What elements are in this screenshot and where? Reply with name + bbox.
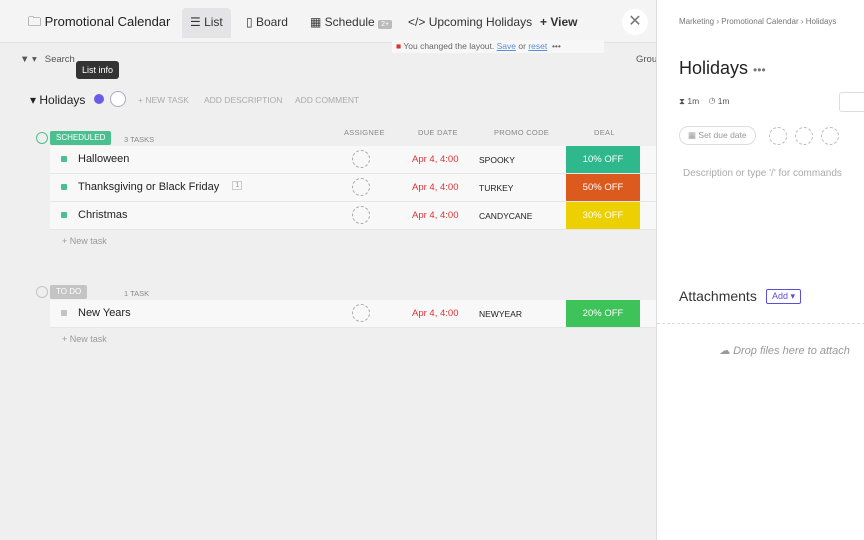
promo-code[interactable]: SPOOKY [479, 155, 515, 165]
crumb[interactable]: Holidays [805, 17, 837, 26]
task-count: 3 TASKS [124, 135, 155, 144]
tab[interactable]: ☰ List [182, 8, 231, 38]
view-label: View [550, 15, 578, 29]
title: Promotional Calendar [44, 14, 171, 29]
assignee[interactable] [821, 127, 839, 145]
task-row[interactable]: Thanksgiving or Black Friday 1 Apr 4, 4:00… [50, 174, 656, 202]
task-name[interactable]: Thanksgiving or Black Friday [78, 181, 220, 193]
task-panel: Marketing › Promotional Calendar › Holid… [656, 0, 864, 540]
times: ⧗ 1m ◷ 1m [679, 96, 730, 106]
new-task[interactable]: + New task [62, 334, 107, 344]
task-row[interactable]: Christmas Apr 4, 4:00 CANDYCANE 30% OFF [50, 202, 656, 230]
close-button[interactable]: ✕ [622, 9, 648, 35]
promo-code[interactable]: NEWYEAR [479, 309, 522, 319]
status: TO DO [50, 285, 88, 299]
status-dot [61, 212, 67, 218]
deal[interactable]: 50% OFF [566, 174, 640, 201]
assignee[interactable] [352, 178, 370, 196]
time-estimate: 1m [687, 96, 700, 106]
panel-title: Holidays ••• [679, 58, 766, 78]
subtask-badge: 1 [232, 181, 243, 190]
assignee[interactable] [352, 304, 370, 322]
task-name[interactable]: Christmas [78, 209, 128, 221]
deal[interactable]: 30% OFF [566, 202, 640, 229]
add-button[interactable]: Add ▾ [766, 289, 802, 304]
status-dot [61, 184, 67, 190]
attachments-title: Attachments [679, 288, 757, 304]
group-toggle[interactable] [36, 132, 48, 144]
add-view[interactable]: + View [540, 15, 578, 29]
list-action[interactable]: ADD COMMENT [295, 95, 360, 105]
task-row[interactable]: New Years Apr 4, 4:00 NEWYEAR 20% OFF [50, 300, 656, 328]
priority[interactable] [769, 127, 787, 145]
column-header: DEAL [594, 128, 615, 137]
deal[interactable]: 20% OFF [566, 300, 640, 327]
list-title: 🗀 Promotional Calendar [28, 14, 171, 29]
tab-label: Upcoming Holidays [428, 15, 533, 29]
title: Holidays [679, 58, 749, 78]
info-icon[interactable] [94, 94, 104, 104]
list-name: Holidays [39, 93, 86, 107]
tab[interactable]: </> Upcoming Holidays [408, 15, 533, 29]
reset-link[interactable]: reset [528, 41, 548, 51]
top-bar: 🗀 Promotional Calendar ☰ List ▯ Board ▦ … [0, 0, 656, 43]
status-dot [61, 156, 67, 162]
new-task[interactable]: + New task [62, 236, 107, 246]
crumb[interactable]: Promotional Calendar [721, 17, 799, 26]
add-label: Add [772, 291, 789, 301]
tab[interactable]: ▯ Board [246, 15, 288, 29]
notice-or: or [518, 41, 526, 51]
tab-label: Schedule [324, 15, 375, 29]
status-dot [61, 310, 67, 316]
promo-code[interactable]: CANDYCANE [479, 211, 533, 221]
deal[interactable]: 10% OFF [566, 146, 640, 173]
due-date[interactable]: ▦ Set due date [679, 126, 756, 145]
share-button[interactable] [839, 92, 864, 112]
time-tracked: 1m [717, 96, 730, 106]
assignee[interactable] [352, 206, 370, 224]
list-header: ▾ Holidays [30, 93, 86, 107]
badge: 2+ [378, 20, 393, 29]
task-count: 1 TASK [124, 289, 150, 298]
share-icon[interactable] [110, 91, 126, 107]
layout-notice: ■ You changed the layout. Save or reset … [392, 40, 604, 53]
due-date[interactable]: Apr 4, 4:00 [412, 154, 459, 165]
column-header: DUE DATE [418, 128, 458, 137]
tab-label: List [204, 15, 223, 29]
filter[interactable]: ▼ ▾ Search [20, 54, 75, 65]
breadcrumb: Marketing › Promotional Calendar › Holid… [679, 17, 837, 26]
tooltip: List info [76, 61, 120, 79]
tab[interactable]: ▦ Schedule 2+ [302, 8, 400, 38]
search[interactable]: Search [44, 54, 75, 65]
column-header: PROMO CODE [494, 128, 550, 137]
description[interactable]: Description or type '/' for commands [683, 168, 842, 179]
promo-code[interactable]: TURKEY [479, 183, 514, 193]
list-action[interactable]: ADD DESCRIPTION [204, 95, 283, 105]
group-by[interactable]: Grou [636, 54, 656, 65]
list-action[interactable]: + NEW TASK [138, 95, 189, 105]
task-row[interactable]: Halloween Apr 4, 4:00 SPOOKY 10% OFF [50, 146, 656, 174]
group-toggle[interactable] [36, 286, 48, 298]
save-link[interactable]: Save [496, 41, 517, 51]
assignee[interactable] [352, 150, 370, 168]
list-view: 🗀 Promotional Calendar ☰ List ▯ Board ▦ … [0, 0, 656, 344]
due-date[interactable]: Apr 4, 4:00 [412, 182, 459, 193]
drop-text: Drop files here to attach [733, 345, 850, 357]
task-name[interactable]: Halloween [78, 153, 130, 165]
tab-label: Board [255, 15, 288, 29]
divider [657, 323, 864, 324]
due-label: Set due date [698, 130, 747, 140]
status: SCHEDULED [50, 131, 112, 145]
task-name[interactable]: New Years [78, 307, 131, 319]
due-date[interactable]: Apr 4, 4:00 [412, 210, 459, 221]
notice-text: You changed the layout. [403, 41, 495, 51]
due-date[interactable]: Apr 4, 4:00 [412, 308, 459, 319]
column-header: ASSIGNEE [344, 128, 385, 137]
crumb[interactable]: Marketing [679, 17, 715, 26]
tags[interactable] [795, 127, 813, 145]
drop-zone[interactable]: ☁ Drop files here to attach [719, 345, 850, 357]
